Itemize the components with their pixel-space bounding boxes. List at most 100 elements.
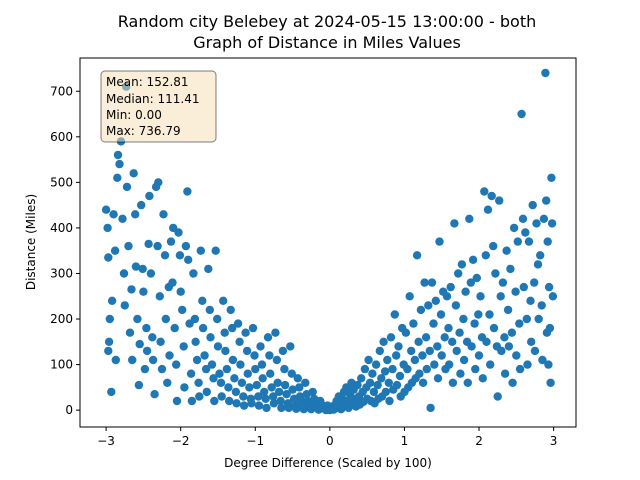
data-point	[161, 314, 170, 324]
data-point	[371, 360, 381, 369]
data-point	[280, 380, 290, 390]
data-point	[427, 278, 437, 287]
data-point	[266, 369, 275, 378]
data-point	[254, 392, 263, 401]
data-point	[262, 403, 271, 413]
data-point	[200, 351, 209, 360]
data-point	[260, 387, 269, 397]
data-point	[269, 399, 279, 408]
chart-title: Random city Belebey at 2024-05-15 13:00:…	[118, 12, 536, 31]
data-point	[142, 323, 151, 333]
data-point	[416, 305, 426, 315]
data-point	[271, 328, 280, 337]
data-point	[159, 210, 168, 219]
data-point	[403, 364, 412, 374]
data-point	[420, 278, 429, 287]
data-point	[433, 342, 442, 351]
data-point	[394, 342, 403, 351]
data-point	[440, 333, 449, 342]
data-point	[491, 269, 500, 278]
data-point	[278, 346, 288, 356]
data-point	[224, 383, 233, 392]
x-tick-label: −2	[172, 434, 190, 448]
data-point	[485, 310, 494, 319]
data-point	[211, 246, 220, 255]
data-point	[172, 360, 181, 369]
y-tick-label: 500	[50, 175, 73, 189]
data-point	[476, 292, 485, 301]
data-point	[135, 339, 144, 349]
data-point	[523, 360, 532, 369]
plot-frame	[79, 57, 577, 428]
data-point	[201, 364, 211, 374]
data-point	[503, 305, 513, 315]
data-point	[111, 355, 121, 365]
data-point	[215, 369, 224, 378]
data-point	[174, 228, 183, 237]
data-point	[511, 287, 520, 296]
data-point	[542, 328, 552, 337]
data-point	[496, 292, 505, 301]
data-point	[368, 369, 377, 378]
data-point	[526, 296, 535, 305]
data-point	[247, 399, 256, 408]
data-point	[415, 369, 424, 378]
data-point	[221, 346, 230, 356]
data-point	[295, 383, 304, 392]
data-point	[155, 292, 164, 301]
x-tick-label: −3	[97, 434, 115, 448]
data-point	[513, 237, 522, 246]
data-point	[256, 342, 265, 351]
data-point	[422, 364, 431, 374]
data-point	[180, 383, 189, 392]
data-point	[237, 378, 247, 387]
data-point	[301, 378, 310, 387]
data-point	[137, 200, 146, 210]
y-tick-label: 0	[65, 403, 73, 417]
data-point	[519, 282, 528, 292]
data-point	[230, 374, 239, 383]
data-point	[213, 342, 223, 351]
x-tick-label: 3	[550, 434, 558, 448]
y-axis-label: Distance (Miles)	[24, 194, 38, 290]
data-point	[493, 392, 502, 401]
data-point	[231, 387, 241, 397]
data-point	[179, 342, 188, 351]
data-point	[210, 396, 219, 406]
data-point	[547, 219, 557, 228]
data-point	[277, 403, 286, 413]
data-point	[357, 374, 366, 383]
data-point	[128, 355, 137, 365]
data-point	[131, 210, 140, 219]
y-tick-label: 300	[50, 266, 73, 280]
data-point	[225, 396, 234, 406]
data-point	[455, 328, 464, 337]
data-point	[242, 346, 252, 356]
data-point	[250, 351, 259, 360]
data-point	[534, 314, 543, 324]
data-point	[261, 394, 270, 403]
data-point	[518, 214, 528, 223]
data-point	[483, 205, 493, 214]
data-point	[163, 378, 172, 387]
data-point	[524, 237, 534, 246]
data-point	[118, 214, 127, 223]
data-point	[448, 378, 458, 387]
x-tick-label: 2	[475, 434, 483, 448]
data-point	[232, 399, 241, 408]
data-point	[442, 292, 452, 301]
data-point	[548, 292, 558, 301]
data-point	[198, 296, 207, 305]
data-point	[515, 364, 525, 374]
data-point	[500, 333, 509, 342]
data-point	[407, 346, 416, 356]
data-point	[145, 191, 154, 201]
data-point	[429, 319, 438, 328]
data-point	[263, 333, 273, 342]
data-point	[533, 260, 543, 269]
data-point	[470, 319, 479, 328]
data-point	[236, 360, 245, 369]
y-tick-label: 700	[50, 84, 73, 98]
data-point	[375, 346, 384, 356]
stats-box: Mean: 152.81 Median: 111.41 Min: 0.00 Ma…	[100, 70, 217, 143]
